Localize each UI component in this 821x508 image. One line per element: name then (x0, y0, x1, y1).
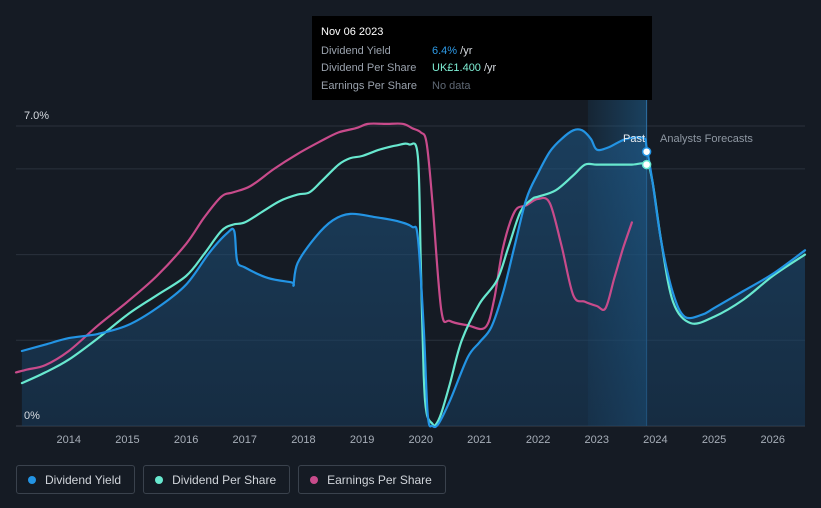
legend-label: Dividend Per Share (172, 472, 277, 487)
legend-label: Earnings Per Share (327, 472, 432, 487)
legend-item-dividend-per-share[interactable]: Dividend Per Share (143, 465, 291, 494)
x-tick-label: 2017 (233, 434, 257, 446)
x-tick-label: 2026 (760, 434, 784, 446)
legend: Dividend Yield Dividend Per Share Earnin… (16, 465, 446, 494)
tooltip: Nov 06 2023 Dividend Yield 6.4% /yr Divi… (312, 16, 652, 100)
x-tick-label: 2020 (409, 434, 433, 446)
y-axis: 7.0% 0% (24, 110, 49, 422)
x-tick-label: 2016 (174, 434, 198, 446)
past-label: Past (623, 133, 645, 145)
tooltip-unit: /yr (480, 62, 497, 74)
x-tick-label: 2014 (57, 434, 81, 446)
analysts-forecasts-label: Analysts Forecasts (660, 133, 753, 145)
legend-item-earnings-per-share[interactable]: Earnings Per Share (298, 465, 446, 494)
tooltip-row-dividend-per-share: Dividend Per Share UK£1.400 /yr (321, 60, 643, 78)
dividend-yield-area (21, 129, 805, 428)
y-tick-label: 7.0% (24, 110, 49, 122)
x-tick-label: 2025 (702, 434, 726, 446)
legend-dot-icon (310, 475, 319, 484)
tooltip-row-earnings-per-share: Earnings Per Share No data (321, 78, 643, 96)
legend-dot-icon (155, 475, 164, 484)
x-tick-label: 2019 (350, 434, 374, 446)
dividend-yield-marker (641, 146, 652, 157)
tooltip-unit: /yr (457, 44, 473, 57)
legend-item-dividend-yield[interactable]: Dividend Yield (16, 465, 136, 494)
tooltip-value: 6.4% (432, 44, 458, 57)
tooltip-value: No data (432, 79, 471, 92)
tooltip-row-dividend-yield: Dividend Yield 6.4% /yr (321, 43, 643, 61)
dividend-per-share-marker (641, 159, 652, 170)
x-tick-label: 2023 (585, 434, 609, 446)
x-tick-label: 2024 (643, 434, 667, 446)
tooltip-label: Earnings Per Share (321, 79, 417, 92)
x-axis: 2014 2015 2016 2017 2018 2019 2020 2021 2022 2023… (57, 434, 785, 446)
tooltip-date: Nov 06 2023 (321, 26, 384, 38)
tooltip-label: Dividend Yield (321, 44, 391, 57)
x-tick-label: 2022 (526, 434, 550, 446)
tooltip-label: Dividend Per Share (321, 62, 417, 74)
x-tick-label: 2015 (115, 434, 139, 446)
legend-dot-icon (28, 475, 36, 484)
marker-layer (641, 146, 652, 170)
x-tick-label: 2018 (291, 434, 315, 446)
y-tick-label: 0% (24, 410, 40, 422)
tooltip-value: UK£1.400 (432, 62, 481, 74)
legend-label: Dividend Yield (45, 472, 122, 487)
x-tick-label: 2021 (467, 434, 491, 446)
earnings-per-share-line (14, 122, 633, 374)
